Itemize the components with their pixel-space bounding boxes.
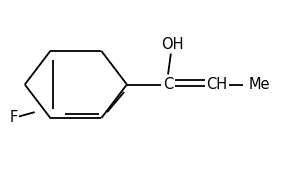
Text: Me: Me	[249, 77, 270, 92]
Text: C: C	[163, 77, 173, 92]
Text: CH: CH	[206, 77, 227, 92]
Text: OH: OH	[161, 37, 184, 52]
Text: F: F	[9, 110, 18, 125]
